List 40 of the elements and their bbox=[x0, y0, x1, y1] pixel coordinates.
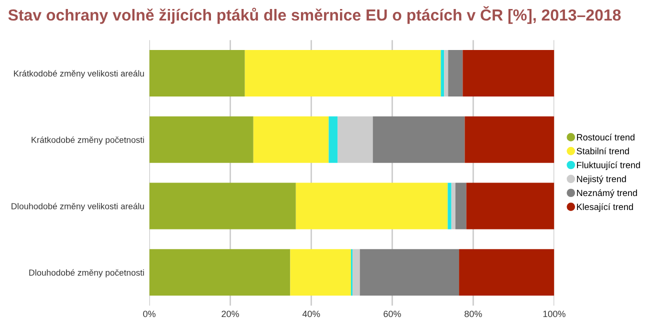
bar bbox=[444, 50, 448, 97]
bar bbox=[149, 182, 296, 230]
bar bbox=[149, 50, 245, 97]
bar bbox=[338, 116, 373, 163]
bar bbox=[448, 50, 463, 97]
x-tick-label: 60% bbox=[384, 310, 401, 318]
bar bbox=[149, 116, 254, 163]
bar bbox=[149, 249, 290, 296]
legend-label: Rostoucí trend bbox=[577, 134, 634, 140]
bar bbox=[253, 116, 329, 163]
bar bbox=[296, 182, 448, 230]
bar bbox=[448, 182, 452, 230]
bar bbox=[328, 116, 338, 163]
y-tick-label: Dlouhodobé změny velikosti areálu bbox=[12, 202, 144, 211]
bar bbox=[290, 249, 351, 296]
legend-label: Fluktuující trend bbox=[577, 162, 640, 170]
legend-label: Klesající trend bbox=[577, 203, 633, 212]
bar bbox=[372, 116, 465, 163]
bar bbox=[440, 50, 444, 97]
bar bbox=[455, 182, 466, 230]
x-tick-label: 20% bbox=[222, 310, 239, 318]
bar bbox=[352, 249, 360, 296]
y-tick-label: Krátkodobé změny velikosti areálu bbox=[14, 70, 144, 78]
bar bbox=[464, 116, 554, 163]
bar bbox=[466, 182, 554, 230]
legend-label: Neznámý trend bbox=[577, 189, 637, 198]
y-tick-label: Krátkodobé změny početnosti bbox=[32, 136, 144, 145]
bar bbox=[451, 182, 456, 230]
x-tick-label: 40% bbox=[302, 310, 320, 318]
x-tick-label: 80% bbox=[464, 310, 482, 318]
legend-label: Nejistý trend bbox=[577, 175, 626, 184]
bar bbox=[462, 50, 554, 97]
legend-label: Stabilní trend bbox=[576, 148, 629, 154]
bar bbox=[360, 249, 460, 296]
chart-title: Stav ochrany volně žijících ptáků dle směrnice EU o ptácích v ČR [%], 2013–2018 bbox=[8, 6, 621, 24]
bar bbox=[244, 50, 441, 97]
x-tick-label: 100% bbox=[543, 310, 566, 318]
y-tick-label: Dlouhodobé změny početnosti bbox=[29, 269, 144, 278]
x-tick-label: 0% bbox=[143, 310, 156, 318]
bar bbox=[459, 249, 554, 296]
